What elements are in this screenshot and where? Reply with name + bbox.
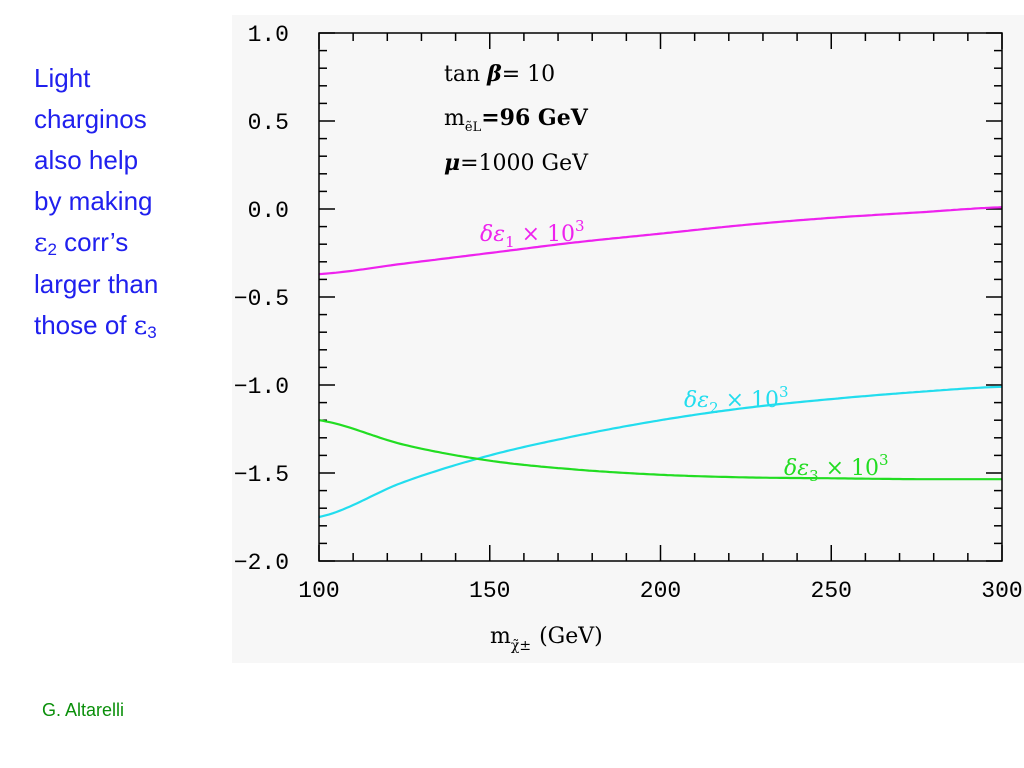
note-line-5: ε2 corr’s [34,222,209,264]
series-label-symbol: δε [480,222,505,247]
note-line-2: charginos [34,104,147,134]
series-label-3: δε3 × 103 [784,451,889,485]
series-label-exponent: 3 [879,451,889,469]
x-axis-label-base: m [490,624,511,649]
series-label-exponent: 3 [779,383,789,401]
series-label-2: δε2 × 103 [684,383,789,417]
annotation-selectron-mass: mẽL=96 GeV [444,105,589,135]
series-label-subscript: 3 [809,467,819,485]
note-line-3: also help [34,145,139,175]
selectron-subscript: ẽL [465,120,482,135]
x-tick-label: 250 [811,578,852,604]
series-line-3 [318,419,1002,481]
series-label-multiplier: × 10 [719,388,779,413]
ticks-layer [318,32,1003,562]
y-tick-label: −0.5 [234,286,289,312]
y-tick-label: 0.0 [248,198,289,224]
mu-symbol: μ [444,150,460,176]
note-line-7-prefix: those of [34,310,134,340]
note-line-5-suffix: corr’s [56,227,129,257]
epsilon-2-subscript: 2 [47,240,57,259]
y-tick-label: 0.5 [248,110,289,136]
author-credit: G. Altarelli [42,700,125,720]
note-line-7: those of ε3 [34,305,209,347]
plot-panel: δε1 × 103 δε2 × 103 δε3 × 103 100 150 200 250… [232,15,1024,663]
series-line-1 [318,206,1003,276]
epsilon-symbol: ε [34,228,48,258]
series-label-multiplier: × 10 [515,222,575,247]
series-label-symbol: δε [784,456,809,481]
y-tick-label: 1.0 [248,22,289,48]
note-line-6: larger than [34,269,159,299]
series-label-subscript: 1 [505,233,515,251]
sidebar-note: Light charginos also help by making ε2 c… [34,58,209,347]
x-tick-label: 150 [469,578,510,604]
series-label-exponent: 3 [575,217,585,235]
mu-value: =1000 GeV [460,151,589,176]
series-line-2 [318,385,1003,519]
x-tick-label: 100 [298,578,339,604]
series-label-1: δε1 × 103 [480,217,585,251]
x-axis-label-unit: (GeV) [539,624,603,649]
y-tick-label: −2.0 [234,550,289,576]
note-line-1: Light [34,63,91,93]
epsilon-3-subscript: 3 [147,323,157,342]
annotation-mu: μ=1000 GeV [444,150,589,176]
y-tick-label: −1.0 [234,374,289,400]
plot-frame [318,32,1003,562]
x-tick-label: 300 [981,578,1022,604]
mass-base: m [444,106,465,131]
annotation-tan-beta: tan β= 10 [444,61,555,87]
x-tick-label: 200 [640,578,681,604]
beta-symbol: β [486,61,502,87]
series-label-symbol: δε [684,388,709,413]
labels-layer: 100 150 200 250 300 1.0 0.5 0.0 −0.5 −1.0 −1.5 −2.0 [234,22,1023,604]
x-axis-label: mχ̃± (GeV) [490,624,603,654]
y-tick-label: −1.5 [234,462,289,488]
note-line-4: by making [34,186,153,216]
tan-beta-value: = 10 [502,62,555,87]
annotation-block: tan β= 10 mẽL=96 GeV μ=1000 GeV [444,61,589,176]
x-axis-label-sub: χ̃± [511,638,531,654]
series-label-multiplier: × 10 [819,456,879,481]
selectron-mass-value: =96 GeV [481,105,588,131]
tan-label: tan [444,62,487,87]
series-label-subscript: 2 [709,399,719,417]
epsilon-symbol-2: ε [133,311,148,341]
